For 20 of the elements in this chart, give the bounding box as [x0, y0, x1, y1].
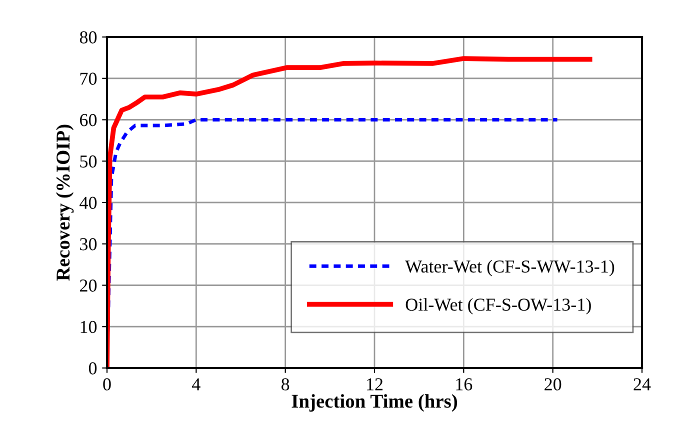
- y-tick-label: 10: [80, 320, 97, 334]
- y-tick-label: 70: [80, 72, 97, 85]
- legend-label: Water-Wet (CF-S-WW-13-1): [405, 260, 614, 276]
- y-tick-label: 20: [80, 280, 97, 292]
- y-tick-label: 30: [80, 238, 97, 250]
- x-tick-label: 12: [367, 378, 383, 390]
- x-tick-label: 0: [103, 378, 111, 390]
- x-tick-label: 4: [192, 378, 200, 390]
- x-axis-title: Injection Time (hrs): [292, 394, 458, 412]
- y-tick-label: 80: [80, 31, 97, 44]
- x-tick-label: 8: [282, 378, 290, 390]
- x-tick-label: 16: [456, 378, 472, 390]
- x-tick-label: 24: [634, 378, 651, 390]
- x-tick-label: 20: [544, 378, 562, 390]
- y-axis-title: Recovery (%IOIP): [56, 124, 74, 281]
- y-tick-label: 0: [88, 362, 97, 374]
- y-tick-label: 50: [80, 155, 97, 168]
- y-tick-label: 60: [80, 114, 97, 126]
- y-tick-label: 40: [80, 196, 97, 209]
- legend-label: Oil-Wet (CF-S-OW-13-1): [406, 298, 591, 314]
